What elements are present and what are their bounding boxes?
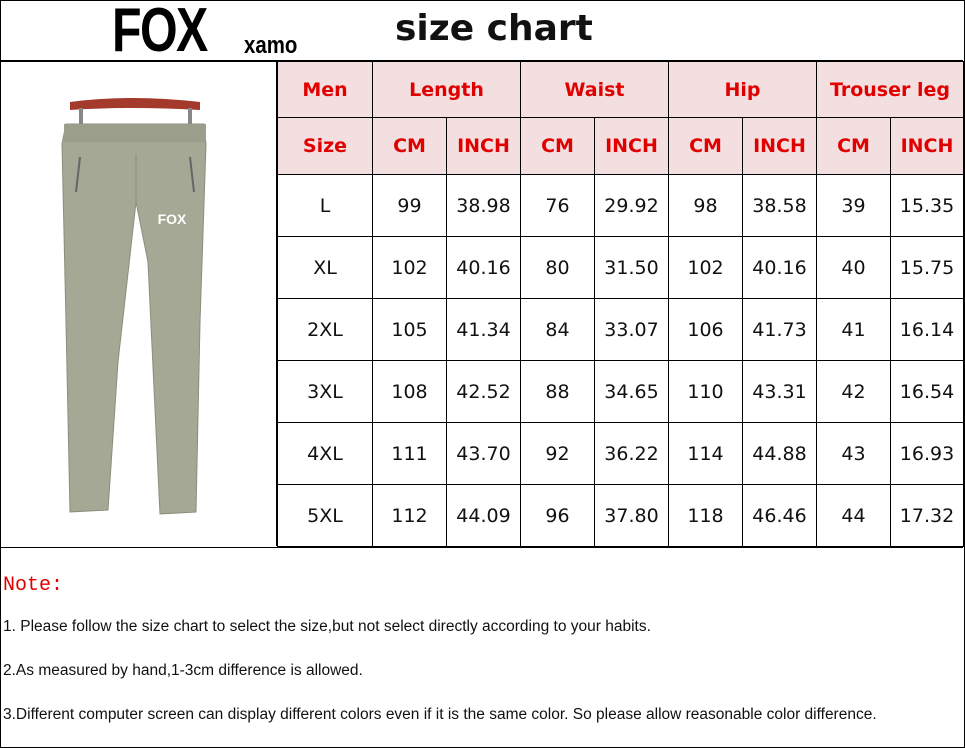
value-cell: 41.73 <box>742 298 817 361</box>
hanger-icon <box>70 98 200 110</box>
size-cell: 3XL <box>277 360 373 423</box>
pants-illustration: FOX <box>61 98 207 515</box>
value-cell: 84 <box>520 298 595 361</box>
unit-header: INCH <box>594 117 669 175</box>
value-cell: 76 <box>520 174 595 237</box>
value-cell: 34.65 <box>594 360 669 423</box>
value-cell: 16.93 <box>890 422 964 485</box>
value-cell: 105 <box>372 298 447 361</box>
group-header-row: Men Length Waist Hip Trouser leg <box>277 61 964 118</box>
size-cell: L <box>277 174 373 237</box>
unit-header: CM <box>372 117 447 175</box>
value-cell: 31.50 <box>594 236 669 299</box>
value-cell: 106 <box>668 298 743 361</box>
value-cell: 46.46 <box>742 484 817 547</box>
value-cell: 33.07 <box>594 298 669 361</box>
value-cell: 80 <box>520 236 595 299</box>
notes-section: Note: 1. Please follow the size chart to… <box>0 547 963 747</box>
value-cell: 39 <box>816 174 891 237</box>
notes-title: Note: <box>3 574 64 597</box>
table-row: 3XL 108 42.52 88 34.65 110 43.31 42 16.54 <box>277 360 964 423</box>
header-length: Length <box>372 61 521 118</box>
value-cell: 96 <box>520 484 595 547</box>
value-cell: 108 <box>372 360 447 423</box>
value-cell: 44.09 <box>446 484 521 547</box>
note-item: 3.Different computer screen can display … <box>3 706 877 723</box>
product-image: FOX <box>0 62 277 546</box>
brand-logo: FOX xamo <box>112 0 307 65</box>
header-waist: Waist <box>520 61 669 118</box>
header-hip: Hip <box>668 61 817 118</box>
value-cell: 42.52 <box>446 360 521 423</box>
page-title: size chart <box>395 8 593 49</box>
value-cell: 111 <box>372 422 447 485</box>
value-cell: 40 <box>816 236 891 299</box>
unit-header: Size <box>277 117 373 175</box>
header-men: Men <box>277 61 373 118</box>
table-row: 4XL 111 43.70 92 36.22 114 44.88 43 16.93 <box>277 422 964 485</box>
value-cell: 88 <box>520 360 595 423</box>
unit-header: INCH <box>742 117 817 175</box>
value-cell: 98 <box>668 174 743 237</box>
value-cell: 43 <box>816 422 891 485</box>
value-cell: 99 <box>372 174 447 237</box>
value-cell: 15.75 <box>890 236 964 299</box>
value-cell: 44 <box>816 484 891 547</box>
value-cell: 112 <box>372 484 447 547</box>
value-cell: 37.80 <box>594 484 669 547</box>
size-table: Men Length Waist Hip Trouser leg Size CM I… <box>277 61 964 547</box>
value-cell: 16.54 <box>890 360 964 423</box>
header: FOX xamo size chart <box>0 0 963 62</box>
header-trouser-leg: Trouser leg <box>816 61 964 118</box>
size-cell: XL <box>277 236 373 299</box>
unit-header: INCH <box>446 117 521 175</box>
table-row: 5XL 112 44.09 96 37.80 118 46.46 44 17.32 <box>277 484 964 547</box>
value-cell: 40.16 <box>742 236 817 299</box>
size-cell: 2XL <box>277 298 373 361</box>
value-cell: 40.16 <box>446 236 521 299</box>
value-cell: 114 <box>668 422 743 485</box>
note-item: 2.As measured by hand,1-3cm difference i… <box>3 662 363 679</box>
value-cell: 44.88 <box>742 422 817 485</box>
table-row: XL 102 40.16 80 31.50 102 40.16 40 15.75 <box>277 236 964 299</box>
value-cell: 38.98 <box>446 174 521 237</box>
value-cell: 36.22 <box>594 422 669 485</box>
pants-logo: FOX <box>158 211 187 227</box>
value-cell: 102 <box>668 236 743 299</box>
brand-logo-suffix: xamo <box>244 32 298 59</box>
value-cell: 38.58 <box>742 174 817 237</box>
value-cell: 110 <box>668 360 743 423</box>
value-cell: 41.34 <box>446 298 521 361</box>
value-cell: 15.35 <box>890 174 964 237</box>
size-cell: 5XL <box>277 484 373 547</box>
unit-header: CM <box>520 117 595 175</box>
value-cell: 41 <box>816 298 891 361</box>
value-cell: 118 <box>668 484 743 547</box>
unit-header-row: Size CM INCH CM INCH CM INCH CM INCH <box>277 117 964 175</box>
unit-header: CM <box>668 117 743 175</box>
value-cell: 43.31 <box>742 360 817 423</box>
value-cell: 17.32 <box>890 484 964 547</box>
table-row: 2XL 105 41.34 84 33.07 106 41.73 41 16.14 <box>277 298 964 361</box>
value-cell: 102 <box>372 236 447 299</box>
brand-logo-main: FOX <box>112 0 208 65</box>
value-cell: 92 <box>520 422 595 485</box>
value-cell: 43.70 <box>446 422 521 485</box>
table-row: L 99 38.98 76 29.92 98 38.58 39 15.35 <box>277 174 964 237</box>
unit-header: CM <box>816 117 891 175</box>
value-cell: 29.92 <box>594 174 669 237</box>
value-cell: 16.14 <box>890 298 964 361</box>
value-cell: 42 <box>816 360 891 423</box>
size-cell: 4XL <box>277 422 373 485</box>
note-item: 1. Please follow the size chart to selec… <box>3 618 651 635</box>
unit-header: INCH <box>890 117 964 175</box>
